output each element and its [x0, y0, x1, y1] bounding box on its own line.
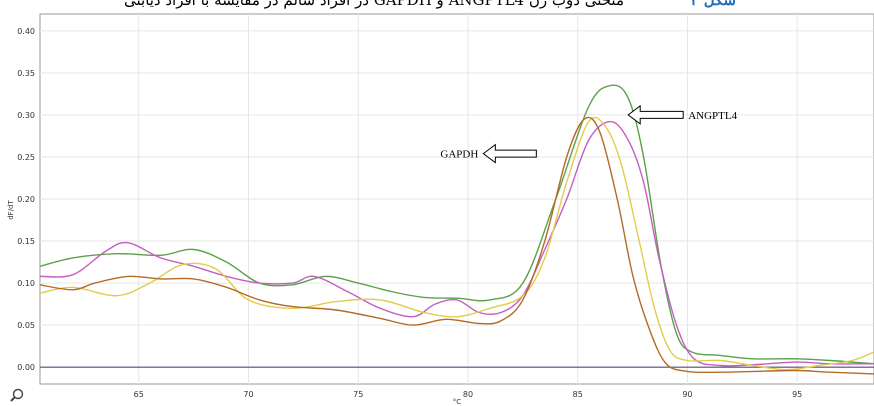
x-axis-label: °C: [453, 398, 462, 406]
x-axis-ticks: 65 70 75 80 85 90 95: [134, 390, 803, 399]
caption-label: شکل ۲: [690, 0, 737, 9]
magnifier-icon[interactable]: [10, 388, 24, 402]
x-tick-label: 85: [573, 390, 583, 399]
curves: [39, 84, 874, 375]
annotation-label: ANGPTL4: [688, 110, 737, 122]
x-tick-label: 90: [682, 390, 692, 399]
figure-caption: منحنی ذوب ژن ANGPTL4 و GAPDH در افراد سا…: [0, 0, 874, 13]
series-line: [39, 84, 874, 365]
y-tick-label: 0.35: [17, 69, 35, 78]
y-tick-label: 0.05: [17, 321, 35, 330]
series-line: [39, 116, 874, 371]
grid: [40, 14, 874, 384]
y-tick-label: 0.30: [17, 111, 35, 120]
x-tick-label: 70: [243, 390, 253, 399]
annotations: ANGPTL4 GAPDH: [440, 104, 738, 164]
y-tick-label: 0.15: [17, 237, 35, 246]
y-tick-label: 0.10: [17, 279, 35, 288]
x-tick-label: 80: [463, 390, 473, 399]
y-axis-label: dF/dT: [7, 200, 15, 220]
y-tick-label: 0.20: [17, 195, 35, 204]
x-tick-label: 95: [792, 390, 802, 399]
y-tick-label: 0.25: [17, 153, 35, 162]
y-tick-label: 0.00: [17, 363, 35, 372]
y-axis-ticks: 0.00 0.05 0.10 0.15 0.20 0.25 0.30 0.35 0.40: [17, 27, 35, 372]
arrow-icon: [482, 143, 537, 164]
caption-text: منحنی ذوب ژن ANGPTL4 و GAPDH در افراد سا…: [123, 0, 624, 9]
y-tick-label: 0.40: [17, 27, 35, 36]
annotation-label: GAPDH: [440, 149, 478, 161]
series-line: [39, 116, 874, 375]
arrow-icon: [627, 104, 684, 125]
x-tick-label: 75: [353, 390, 363, 399]
series-line: [39, 120, 874, 367]
x-tick-label: 65: [134, 390, 144, 399]
